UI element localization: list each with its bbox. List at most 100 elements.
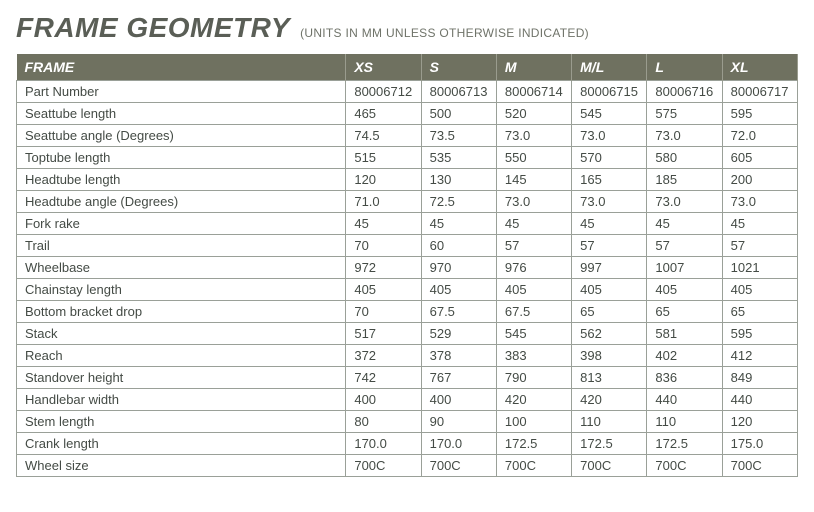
cell-value: 73.0: [496, 125, 571, 147]
cell-value: 100: [496, 411, 571, 433]
cell-value: 170.0: [421, 433, 496, 455]
cell-value: 70: [346, 235, 421, 257]
cell-value: 398: [572, 345, 647, 367]
cell-value: 73.0: [647, 125, 722, 147]
cell-value: 170.0: [346, 433, 421, 455]
table-row: Headtube angle (Degrees)71.072.573.073.0…: [17, 191, 798, 213]
cell-value: 545: [572, 103, 647, 125]
cell-value: 70: [346, 301, 421, 323]
row-label: Seattube length: [17, 103, 346, 125]
row-label: Trail: [17, 235, 346, 257]
table-row: Stem length8090100110110120: [17, 411, 798, 433]
cell-value: 45: [346, 213, 421, 235]
col-header-frame: FRAME: [17, 54, 346, 81]
cell-value: 465: [346, 103, 421, 125]
table-row: Wheelbase97297097699710071021: [17, 257, 798, 279]
row-label: Stack: [17, 323, 346, 345]
cell-value: 517: [346, 323, 421, 345]
cell-value: 120: [346, 169, 421, 191]
table-header-row: FRAME XS S M M/L L XL: [17, 54, 798, 81]
table-row: Chainstay length405405405405405405: [17, 279, 798, 301]
table-row: Fork rake454545454545: [17, 213, 798, 235]
cell-value: 742: [346, 367, 421, 389]
cell-value: 185: [647, 169, 722, 191]
cell-value: 57: [647, 235, 722, 257]
cell-value: 972: [346, 257, 421, 279]
cell-value: 405: [496, 279, 571, 301]
cell-value: 45: [421, 213, 496, 235]
table-row: Stack517529545562581595: [17, 323, 798, 345]
row-label: Handlebar width: [17, 389, 346, 411]
cell-value: 767: [421, 367, 496, 389]
cell-value: 412: [722, 345, 797, 367]
cell-value: 570: [572, 147, 647, 169]
cell-value: 836: [647, 367, 722, 389]
row-label: Standover height: [17, 367, 346, 389]
row-label: Fork rake: [17, 213, 346, 235]
table-row: Seattube length465500520545575595: [17, 103, 798, 125]
page-subtitle: (UNITS IN MM UNLESS OTHERWISE INDICATED): [300, 26, 589, 40]
cell-value: 562: [572, 323, 647, 345]
cell-value: 420: [572, 389, 647, 411]
cell-value: 580: [647, 147, 722, 169]
col-header-xl: XL: [722, 54, 797, 81]
cell-value: 80006714: [496, 81, 571, 103]
cell-value: 110: [572, 411, 647, 433]
cell-value: 400: [346, 389, 421, 411]
row-label: Headtube length: [17, 169, 346, 191]
row-label: Chainstay length: [17, 279, 346, 301]
cell-value: 970: [421, 257, 496, 279]
row-label: Crank length: [17, 433, 346, 455]
row-label: Wheelbase: [17, 257, 346, 279]
cell-value: 45: [647, 213, 722, 235]
cell-value: 57: [496, 235, 571, 257]
col-header-m: M: [496, 54, 571, 81]
cell-value: 73.0: [647, 191, 722, 213]
cell-value: 405: [722, 279, 797, 301]
cell-value: 535: [421, 147, 496, 169]
cell-value: 372: [346, 345, 421, 367]
cell-value: 72.0: [722, 125, 797, 147]
table-row: Crank length170.0170.0172.5172.5172.5175…: [17, 433, 798, 455]
cell-value: 849: [722, 367, 797, 389]
table-row: Reach372378383398402412: [17, 345, 798, 367]
cell-value: 545: [496, 323, 571, 345]
title-row: FRAME GEOMETRY (UNITS IN MM UNLESS OTHER…: [16, 12, 798, 44]
cell-value: 67.5: [421, 301, 496, 323]
table-body: Part Number80006712800067138000671480006…: [17, 81, 798, 477]
cell-value: 575: [647, 103, 722, 125]
col-header-xs: XS: [346, 54, 421, 81]
cell-value: 73.0: [572, 125, 647, 147]
cell-value: 440: [647, 389, 722, 411]
cell-value: 57: [572, 235, 647, 257]
row-label: Toptube length: [17, 147, 346, 169]
cell-value: 383: [496, 345, 571, 367]
cell-value: 73.5: [421, 125, 496, 147]
cell-value: 700C: [572, 455, 647, 477]
cell-value: 700C: [346, 455, 421, 477]
cell-value: 1007: [647, 257, 722, 279]
cell-value: 73.0: [722, 191, 797, 213]
cell-value: 700C: [496, 455, 571, 477]
cell-value: 172.5: [647, 433, 722, 455]
cell-value: 45: [722, 213, 797, 235]
cell-value: 57: [722, 235, 797, 257]
cell-value: 581: [647, 323, 722, 345]
cell-value: 440: [722, 389, 797, 411]
table-row: Handlebar width400400420420440440: [17, 389, 798, 411]
cell-value: 520: [496, 103, 571, 125]
cell-value: 172.5: [572, 433, 647, 455]
cell-value: 976: [496, 257, 571, 279]
cell-value: 60: [421, 235, 496, 257]
cell-value: 45: [572, 213, 647, 235]
cell-value: 405: [346, 279, 421, 301]
cell-value: 400: [421, 389, 496, 411]
cell-value: 402: [647, 345, 722, 367]
cell-value: 405: [572, 279, 647, 301]
cell-value: 700C: [647, 455, 722, 477]
cell-value: 45: [496, 213, 571, 235]
cell-value: 74.5: [346, 125, 421, 147]
cell-value: 1021: [722, 257, 797, 279]
cell-value: 420: [496, 389, 571, 411]
table-row: Trail706057575757: [17, 235, 798, 257]
